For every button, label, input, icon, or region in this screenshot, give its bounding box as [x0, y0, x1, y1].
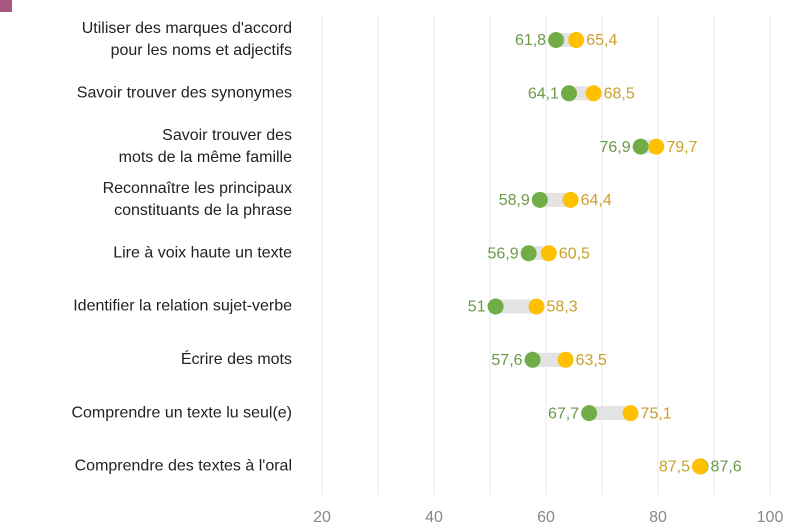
value-label: 87,6: [711, 459, 742, 476]
value-label: 58,9: [499, 192, 530, 209]
dot: [568, 32, 585, 48]
value-label: 79,7: [666, 139, 697, 156]
dot: [692, 458, 708, 475]
connector: [539, 192, 571, 207]
connector: [495, 299, 537, 314]
dot: [487, 298, 504, 315]
value-label: 51: [468, 299, 486, 316]
value-label: 57,6: [491, 352, 522, 369]
category-label: Identifier la relation sujet-verbe: [73, 298, 292, 315]
x-tick-label: 60: [537, 509, 555, 526]
x-tick-label: 80: [649, 509, 667, 526]
value-label: 64,4: [581, 192, 612, 209]
value-label: 68,5: [604, 86, 635, 103]
dot: [520, 245, 537, 262]
connector: [589, 406, 631, 421]
value-label: 75,1: [641, 405, 672, 422]
dot: [540, 245, 557, 262]
dot: [581, 405, 598, 422]
dot: [531, 191, 548, 208]
dot: [648, 138, 665, 155]
value-label: 64,1: [528, 86, 559, 103]
value-label: 56,9: [487, 245, 518, 262]
category-label: Savoir trouver des: [162, 127, 292, 144]
value-label: 58,3: [546, 299, 577, 316]
value-label: 63,5: [576, 352, 607, 369]
dot: [548, 32, 565, 48]
value-label: 60,5: [559, 245, 590, 262]
category-label: Utiliser des marques d'accord: [82, 20, 292, 37]
value-label: 67,7: [548, 405, 579, 422]
dot: [557, 351, 574, 368]
category-label: Reconnaître les principaux: [103, 180, 292, 197]
x-tick-label: 40: [425, 509, 443, 526]
category-label: Comprendre un texte lu seul(e): [71, 404, 292, 421]
corner-marker: [0, 0, 12, 12]
value-label: 65,4: [586, 32, 617, 49]
value-label: 76,9: [599, 139, 630, 156]
category-label: mots de la même famille: [119, 149, 292, 166]
dot: [585, 85, 602, 102]
dot: [622, 405, 639, 422]
dot: [524, 351, 541, 368]
x-tick-label: 20: [313, 509, 331, 526]
x-tick-label: 100: [757, 509, 784, 526]
dot: [562, 191, 579, 208]
category-label: Écrire des mots: [181, 349, 292, 368]
category-label: pour les noms et adjectifs: [111, 42, 292, 59]
category-label: Comprendre des textes à l'oral: [75, 458, 292, 475]
connector: [532, 352, 566, 367]
dot: [560, 85, 577, 102]
value-label: 87,5: [659, 459, 690, 476]
value-label: 61,8: [515, 32, 546, 49]
dot: [632, 138, 649, 155]
category-label: Savoir trouver des synonymes: [77, 85, 292, 102]
category-label: Lire à voix haute un texte: [113, 244, 292, 261]
dot: [528, 298, 545, 315]
category-label: constituants de la phrase: [114, 202, 292, 219]
